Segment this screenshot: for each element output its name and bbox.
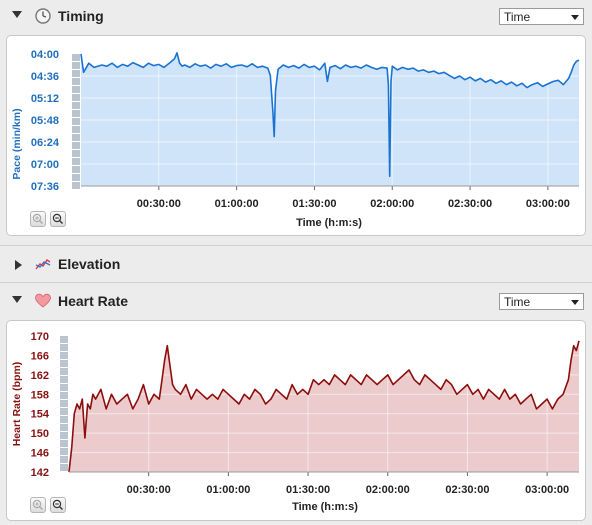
- x-tick-label: 02:00:00: [366, 484, 410, 496]
- zoom-out-icon: [52, 213, 63, 224]
- x-tick-label: 02:30:00: [445, 484, 489, 496]
- elevation-title: Elevation: [58, 256, 121, 272]
- y-tick-label: 07:36: [31, 181, 59, 193]
- x-tick-label: 01:00:00: [215, 198, 259, 210]
- y-tick-label: 162: [31, 370, 49, 382]
- timing-x-axis-select[interactable]: Time: [499, 8, 584, 25]
- timing-title: Timing: [58, 8, 104, 24]
- heart-rate-select-value: Time: [504, 295, 531, 309]
- y-tick-label: 150: [31, 428, 49, 440]
- heart-rate-section-header: Heart Rate Time: [0, 285, 592, 317]
- heart-rate-chart[interactable]: 170 166 162 158 154 150 146 142 00:30:00 01:00:00…: [7, 321, 585, 520]
- y-tick-label: 04:00: [31, 49, 59, 61]
- zoom-in-icon: [32, 499, 43, 510]
- x-tick-label: 00:30:00: [137, 198, 181, 210]
- y-tick-label: 06:24: [31, 137, 60, 149]
- timing-collapse-toggle[interactable]: [12, 11, 22, 18]
- x-tick-label: 03:00:00: [525, 484, 569, 496]
- y-tick-label: 154: [31, 409, 50, 421]
- timing-section-header: Timing Time: [0, 0, 592, 32]
- series-area: [69, 340, 579, 472]
- x-tick-label: 02:30:00: [448, 198, 492, 210]
- y-scroll-strip: [72, 54, 80, 189]
- x-tick-label: 01:30:00: [286, 484, 330, 496]
- x-tick-label: 02:00:00: [370, 198, 414, 210]
- pace-axis-title: Pace (min/km): [11, 108, 23, 179]
- y-tick-label: 07:00: [31, 159, 59, 171]
- pace-zoom-in-button[interactable]: [30, 211, 46, 227]
- heart-rate-zoom-in-button[interactable]: [30, 497, 46, 513]
- clock-icon: [35, 8, 51, 24]
- x-tick-label: 01:00:00: [206, 484, 250, 496]
- y-tick-label: 166: [31, 350, 49, 362]
- section-divider: [0, 282, 592, 283]
- heart-rate-chart-panel: 170 166 162 158 154 150 146 142 00:30:00 01:00:00…: [6, 320, 586, 521]
- series-line: [68, 340, 580, 473]
- pace-zoom-out-button[interactable]: [50, 211, 66, 227]
- x-tick-label: 03:00:00: [526, 198, 570, 210]
- heart-rate-collapse-toggle[interactable]: [12, 296, 22, 303]
- y-tick-label: 04:36: [31, 71, 59, 83]
- heart-rate-zoom-out-button[interactable]: [50, 497, 66, 513]
- chevron-down-icon: [571, 300, 579, 305]
- y-tick-label: 158: [31, 389, 49, 401]
- heart-icon: [35, 293, 51, 308]
- heart-rate-x-axis-title: Time (h:m:s): [292, 501, 358, 513]
- series-area: [81, 52, 579, 186]
- x-tick-label: 01:30:00: [292, 198, 336, 210]
- timing-select-value: Time: [504, 10, 531, 24]
- heart-rate-axis-title: Heart Rate (bpm): [11, 362, 23, 447]
- section-divider: [0, 245, 592, 246]
- elevation-expand-toggle[interactable]: [15, 260, 22, 270]
- chevron-down-icon: [571, 15, 579, 20]
- zoom-in-icon: [32, 213, 43, 224]
- y-tick-label: 146: [31, 448, 49, 460]
- pace-chart[interactable]: 04:00 04:36 05:12 05:48 06:24 07:00 07:36 00:30…: [7, 36, 585, 235]
- y-tick-label: 142: [31, 467, 49, 479]
- heart-rate-title: Heart Rate: [58, 293, 129, 309]
- y-tick-label: 05:48: [31, 115, 59, 127]
- zoom-out-icon: [52, 499, 63, 510]
- series-line: [80, 51, 580, 177]
- elevation-section-header: Elevation: [0, 248, 592, 280]
- x-tick-label: 00:30:00: [127, 484, 171, 496]
- y-tick-label: 170: [31, 331, 49, 343]
- heart-rate-x-axis-select[interactable]: Time: [499, 293, 584, 310]
- pace-x-axis-title: Time (h:m:s): [296, 217, 362, 229]
- elevation-icon: [35, 259, 51, 270]
- timing-chart-panel: 04:00 04:36 05:12 05:48 06:24 07:00 07:36 00:30…: [6, 35, 586, 236]
- y-scroll-strip: [60, 336, 68, 471]
- y-tick-label: 05:12: [31, 93, 59, 105]
